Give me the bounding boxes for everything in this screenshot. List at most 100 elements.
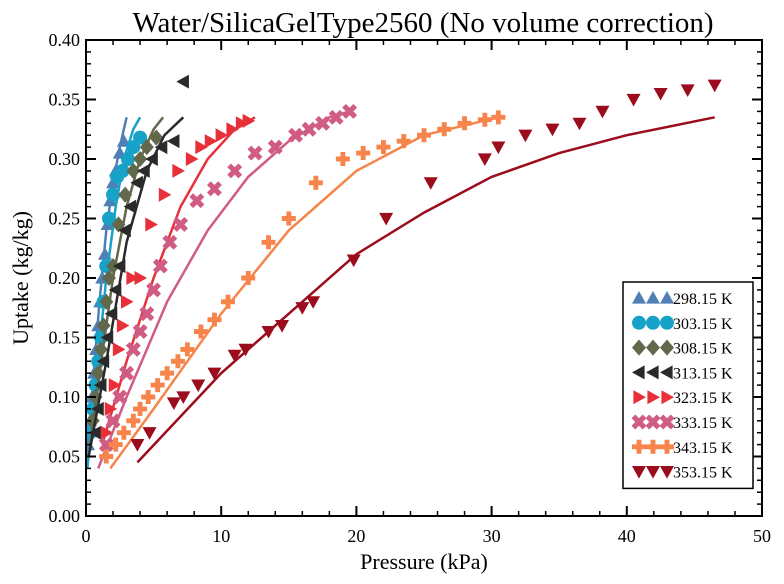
data-point	[99, 449, 114, 464]
fit-line	[87, 116, 185, 457]
data-point	[195, 140, 208, 155]
data-point	[173, 216, 189, 232]
data-point	[108, 437, 123, 452]
y-tick-label: 0.30	[49, 149, 81, 169]
data-point	[160, 366, 175, 381]
data-point	[133, 130, 148, 145]
data-point	[111, 216, 126, 233]
data-point	[356, 146, 371, 161]
data-point	[101, 211, 116, 226]
data-point	[204, 134, 218, 149]
data-point	[301, 121, 317, 137]
data-point	[154, 140, 168, 155]
data-point	[247, 145, 263, 161]
data-point	[275, 320, 290, 333]
data-point	[141, 390, 156, 404]
data-point	[572, 117, 587, 131]
data-point	[207, 367, 222, 381]
x-tick-label: 0	[82, 526, 91, 546]
legend-marker	[632, 315, 646, 330]
legend-marker	[661, 390, 674, 405]
data-point	[100, 425, 114, 440]
data-point	[93, 378, 107, 393]
legend-entry: 303.15 K	[632, 315, 733, 333]
data-point	[115, 163, 130, 178]
data-point	[215, 128, 229, 143]
data-point	[261, 235, 276, 250]
x-tick-label: 20	[347, 526, 365, 546]
legend-box	[622, 281, 754, 490]
data-point	[133, 150, 148, 168]
data-point	[518, 129, 533, 143]
series-7	[130, 79, 722, 464]
data-point	[162, 234, 178, 250]
data-point	[139, 139, 154, 156]
data-point	[93, 341, 108, 358]
data-point	[342, 103, 358, 119]
legend-marker	[632, 291, 646, 304]
legend-entry: 343.15 K	[632, 439, 733, 457]
data-point	[176, 74, 189, 89]
legend-marker	[632, 339, 646, 356]
y-tick-label: 0.40	[49, 30, 81, 50]
data-point	[134, 271, 148, 285]
data-point	[120, 294, 134, 309]
y-tick-label: 0.05	[49, 447, 81, 467]
data-point	[166, 134, 180, 149]
data-point	[477, 112, 492, 127]
data-point	[335, 152, 350, 166]
data-point	[112, 342, 126, 357]
legend-marker	[632, 439, 646, 454]
data-point	[207, 312, 222, 327]
data-point	[193, 324, 208, 339]
data-point	[108, 378, 122, 393]
data-point	[166, 397, 181, 410]
data-point	[120, 152, 135, 166]
y-axis-label: Uptake (kg/kg)	[8, 211, 33, 345]
fit-line	[97, 110, 350, 469]
data-point	[125, 341, 141, 357]
data-point	[112, 259, 126, 274]
legend: 298.15 K 303.15 K 308.15 K 313.15 K 323.15 K…	[622, 281, 754, 490]
legend-marker	[646, 466, 660, 479]
legend-marker	[647, 390, 660, 405]
data-point	[241, 271, 256, 285]
data-point	[126, 413, 141, 428]
data-point	[126, 162, 141, 179]
data-point	[457, 116, 472, 131]
data-point	[189, 193, 205, 209]
data-point	[130, 175, 143, 190]
legend-entry: 353.15 K	[632, 465, 733, 482]
legend-marker	[659, 414, 675, 430]
y-tick-label: 0.25	[49, 209, 81, 229]
data-point	[707, 79, 722, 93]
data-point	[491, 110, 506, 125]
data-point	[226, 122, 240, 137]
data-point	[116, 318, 130, 333]
data-point	[86, 412, 100, 429]
x-tick-label: 30	[483, 526, 501, 546]
data-point	[437, 122, 452, 137]
data-point	[379, 212, 394, 226]
data-point	[242, 113, 256, 128]
data-point	[106, 187, 121, 202]
data-point	[112, 389, 128, 405]
data-point	[328, 109, 344, 125]
data-point	[191, 379, 206, 393]
data-point	[101, 269, 116, 287]
data-point	[220, 294, 235, 309]
data-point	[139, 306, 155, 322]
legend-entry: 308.15 K	[632, 339, 733, 358]
data-point	[119, 365, 135, 381]
data-point	[145, 152, 158, 166]
data-point	[185, 152, 199, 166]
data-point	[227, 163, 243, 179]
data-point	[376, 140, 391, 155]
y-tick-label: 0.35	[49, 90, 81, 110]
data-point	[99, 293, 114, 310]
data-point	[118, 223, 131, 238]
legend-marker	[633, 390, 646, 405]
legend-marker	[660, 439, 674, 454]
legend-label: 303.15 K	[673, 316, 733, 333]
